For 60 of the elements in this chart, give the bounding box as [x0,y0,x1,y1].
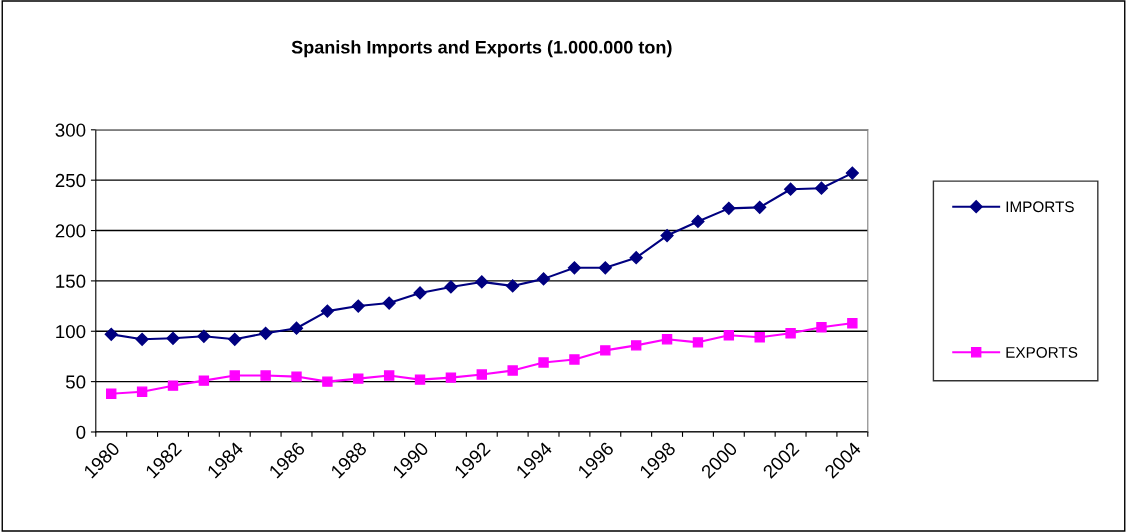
point [229,370,240,381]
point [785,328,796,339]
point [166,331,180,345]
point [320,304,334,318]
point [445,372,457,383]
y-tick-label: 50 [65,375,86,389]
point [197,329,211,343]
chart-title: Spanish Imports and Exports (1.000.000 ton) [291,40,672,58]
point [538,357,549,368]
point [475,275,489,289]
y-tick-label: 0 [76,425,86,439]
point [136,386,148,397]
point [259,326,273,340]
point [444,280,458,294]
y-tick-label: 200 [55,224,86,238]
point [722,201,736,215]
y-tick-label: 150 [56,274,86,288]
point [569,354,580,365]
point [692,337,704,348]
point [723,330,735,341]
point [167,380,179,391]
point [754,332,765,343]
point [845,166,859,180]
point [353,373,364,384]
point [814,181,829,195]
point [322,376,333,387]
point [383,370,395,381]
point [598,261,612,275]
point [629,251,643,265]
point [351,299,365,313]
point [228,332,242,346]
point [536,272,551,286]
point [476,369,488,380]
point [816,322,827,333]
point [600,345,611,356]
point [506,279,520,293]
point [135,332,149,346]
point [507,365,518,376]
point [630,340,642,351]
point [567,261,582,275]
point [414,374,426,385]
point [691,214,705,229]
y-tick-label: 300 [55,123,86,137]
point [198,375,210,386]
point [104,327,118,341]
point [106,388,117,399]
point [661,334,673,345]
point [413,286,427,300]
legend-label: IMPORTS [1006,201,1074,213]
point [753,200,767,214]
legend-label: EXPORTS [1006,346,1078,358]
point [260,370,271,381]
y-tick-label: 100 [56,324,86,339]
y-tick-label: 250 [55,173,86,188]
point [784,182,798,196]
point [291,371,302,382]
point [289,321,304,335]
point [660,228,674,243]
point [382,296,396,310]
point [847,317,858,329]
